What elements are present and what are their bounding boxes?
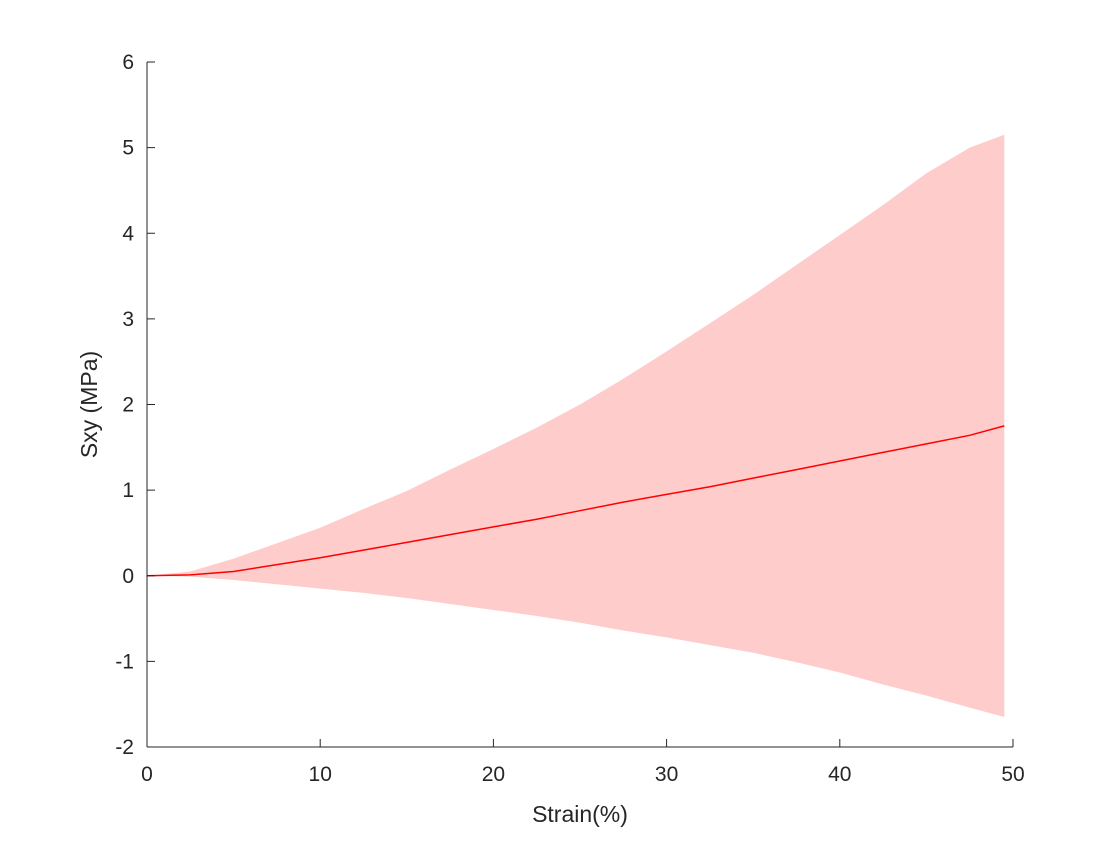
- x-tick-label: 20: [482, 763, 505, 786]
- y-tick-label: 2: [122, 394, 134, 417]
- y-tick-label: 4: [122, 222, 134, 245]
- x-tick-label: 10: [309, 763, 332, 786]
- x-tick-label: 40: [828, 763, 851, 786]
- confidence-band: [147, 134, 1005, 718]
- x-tick-label: 0: [141, 763, 153, 786]
- mean-line: [146, 425, 1005, 577]
- x-ticks: 0 10 20 30 40 50: [141, 739, 1025, 786]
- y-tick-label: 6: [122, 51, 134, 74]
- y-ticks: -2 -1 0 1 2 3 4 5 6: [115, 51, 155, 759]
- y-tick-label: 1: [122, 479, 134, 502]
- y-tick-label: -2: [115, 736, 134, 759]
- x-axis-label: Strain(%): [532, 801, 628, 827]
- y-tick-label: 5: [122, 137, 134, 160]
- y-tick-label: 3: [122, 308, 134, 331]
- y-tick-label: 0: [122, 565, 134, 588]
- y-axis-label: Sxy (MPa): [76, 351, 102, 458]
- y-tick-label: -1: [115, 650, 134, 673]
- x-tick-label: 50: [1001, 763, 1024, 786]
- x-tick-label: 30: [655, 763, 678, 786]
